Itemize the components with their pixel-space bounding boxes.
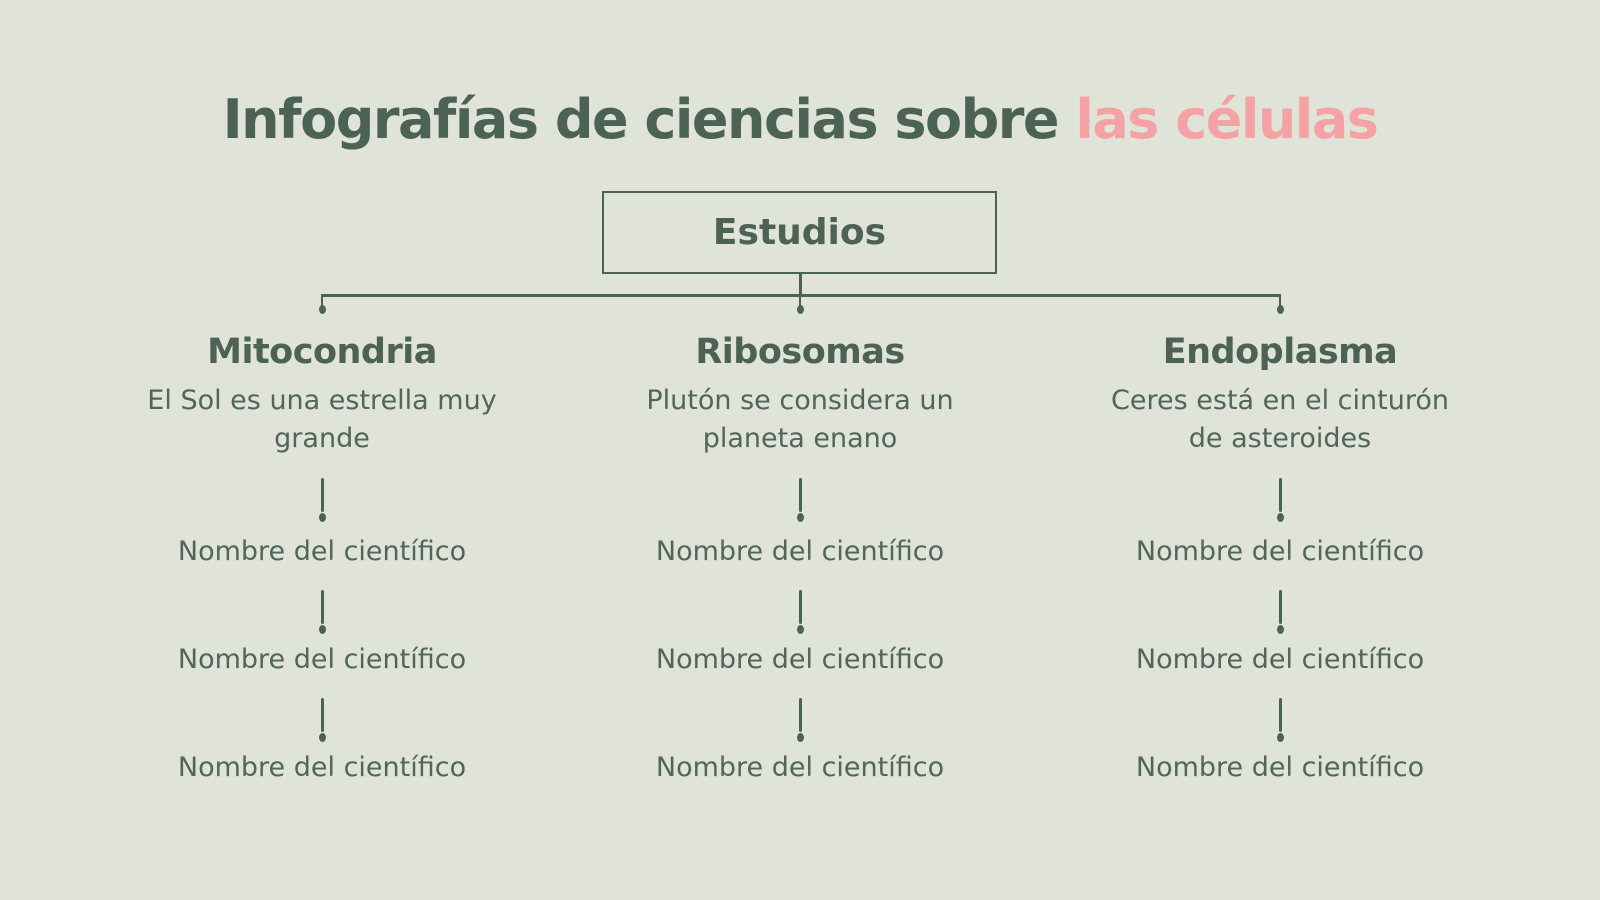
- slide-title-main: Infografías de ciencias sobre: [222, 88, 1076, 151]
- branch-description: Plutón se considera un planeta enano: [580, 382, 1020, 458]
- root-node-label: Estudios: [712, 212, 887, 253]
- branch-title: Endoplasma: [1162, 332, 1398, 372]
- connector-dot: [796, 513, 804, 522]
- branch-description: El Sol es una estrella muy grande: [102, 382, 542, 458]
- scientist-name: Nombre del científico: [655, 644, 945, 675]
- connector-line: [320, 698, 324, 732]
- branch-description-text: El Sol es una estrella muy grande: [147, 385, 497, 454]
- down-connector: [102, 590, 542, 634]
- down-connector: [580, 478, 1020, 522]
- branch-endoplasma: Endoplasma Ceres está en el cinturón de …: [1060, 330, 1500, 800]
- down-connector: [1060, 478, 1500, 522]
- connector-dot: [796, 625, 804, 634]
- down-connector: [102, 478, 542, 522]
- connector-line: [798, 478, 802, 512]
- connector-dot: [1276, 733, 1284, 742]
- connector-dot: [318, 513, 326, 522]
- connector-dot: [318, 625, 326, 634]
- root-stub-line: [798, 274, 802, 295]
- branch-mitocondria: Mitocondria El Sol es una estrella muy g…: [102, 330, 542, 800]
- down-connector: [580, 698, 1020, 742]
- branch-drop-dot-center: [796, 305, 804, 314]
- branch-title: Ribosomas: [695, 332, 905, 372]
- branch-title: Mitocondria: [207, 332, 437, 372]
- connector-dot: [1276, 625, 1284, 634]
- slide-title-accent: las células: [1075, 88, 1379, 151]
- scientist-name: Nombre del científico: [655, 536, 945, 567]
- connector-line: [798, 698, 802, 732]
- branch-drop-dot-left: [318, 305, 326, 314]
- scientist-name: Nombre del científico: [177, 644, 467, 675]
- branch-description: Ceres está en el cinturón de asteroides: [1060, 382, 1500, 458]
- scientist-name: Nombre del científico: [1135, 752, 1425, 783]
- slide-title: Infografías de ciencias sobre las célula…: [0, 88, 1600, 151]
- down-connector: [1060, 698, 1500, 742]
- scientist-name: Nombre del científico: [1135, 644, 1425, 675]
- down-connector: [1060, 590, 1500, 634]
- connector-line: [798, 590, 802, 624]
- scientist-name: Nombre del científico: [177, 752, 467, 783]
- branch-ribosomas: Ribosomas Plutón se considera un planeta…: [580, 330, 1020, 800]
- connector-line: [1278, 478, 1282, 512]
- down-connector: [580, 590, 1020, 634]
- branch-drop-line-center: [798, 294, 802, 307]
- connector-dot: [318, 733, 326, 742]
- branch-description-text: Ceres está en el cinturón de asteroides: [1111, 385, 1449, 454]
- down-connector: [102, 698, 542, 742]
- connector-line: [320, 478, 324, 512]
- branch-drop-line-right: [1278, 294, 1282, 307]
- scientist-name: Nombre del científico: [177, 536, 467, 567]
- branch-description-text: Plutón se considera un planeta enano: [646, 385, 954, 454]
- root-node-estudios: Estudios: [602, 191, 997, 274]
- connector-line: [320, 590, 324, 624]
- connector-line: [1278, 698, 1282, 732]
- connector-dot: [796, 733, 804, 742]
- scientist-name: Nombre del científico: [655, 752, 945, 783]
- scientist-name: Nombre del científico: [1135, 536, 1425, 567]
- connector-dot: [1276, 513, 1284, 522]
- connector-line: [1278, 590, 1282, 624]
- branch-drop-line-left: [320, 294, 324, 307]
- branch-drop-dot-right: [1276, 305, 1284, 314]
